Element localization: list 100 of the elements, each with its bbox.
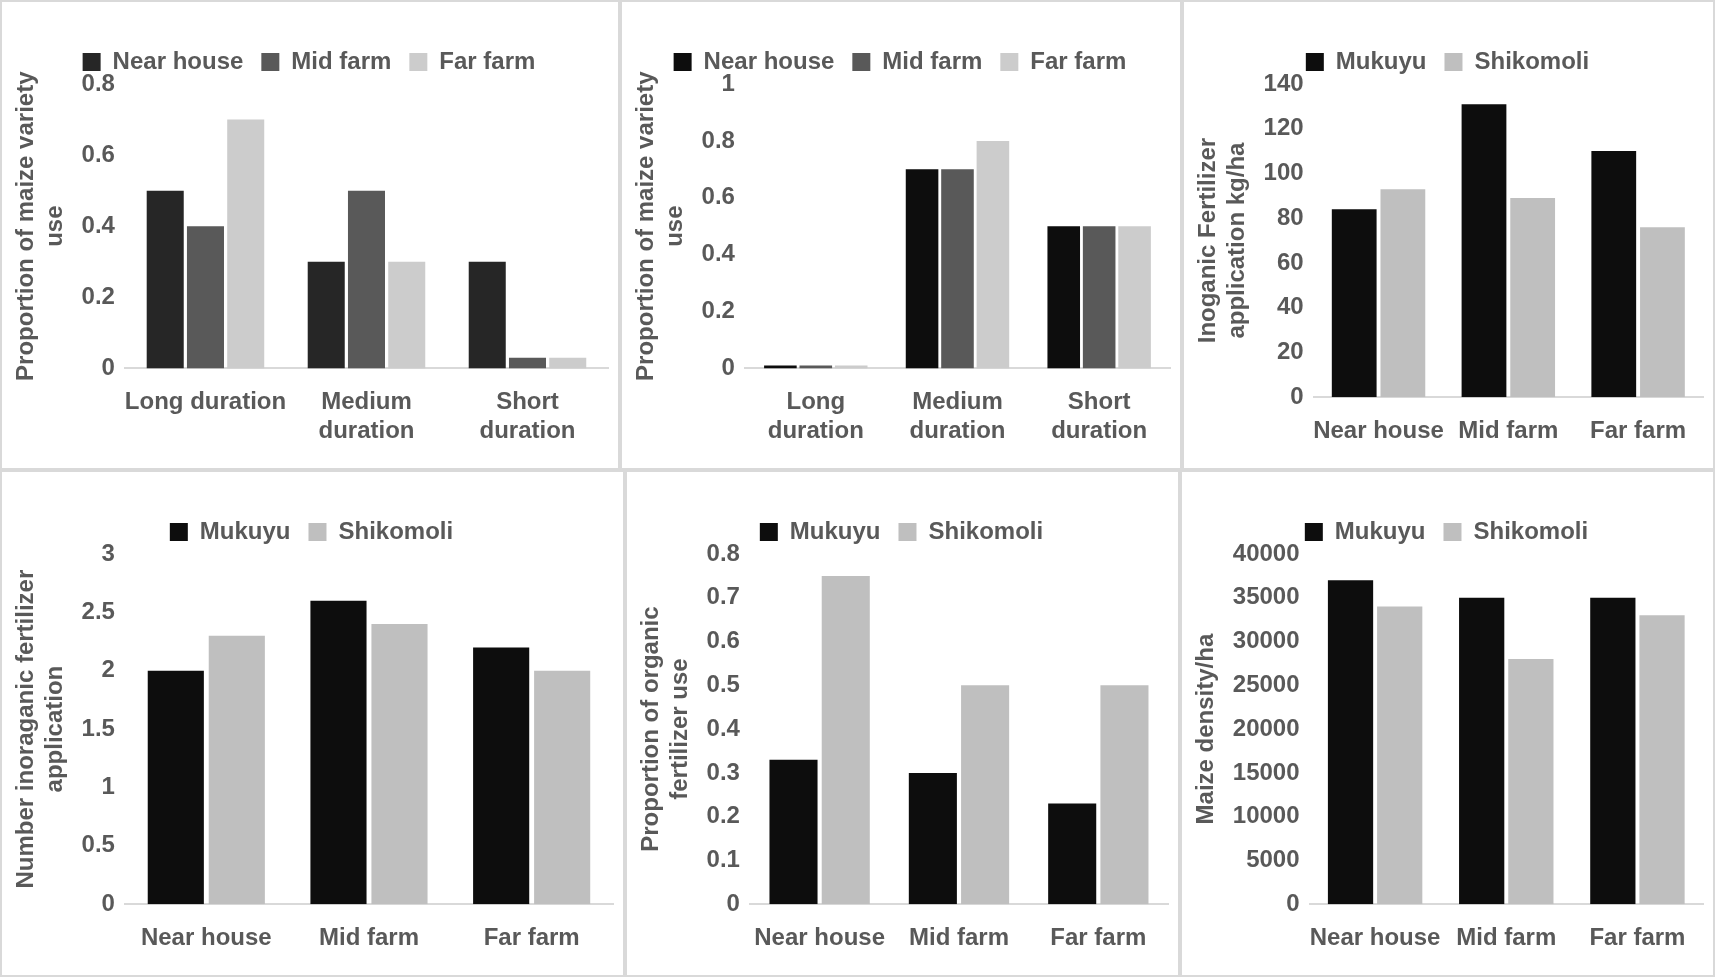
x-tick-label: Near house xyxy=(1313,416,1444,444)
bar xyxy=(310,600,367,905)
x-tick-label: Far farm xyxy=(1590,416,1687,444)
y-axis-title: Number inoraganic fertilizer application xyxy=(11,569,67,889)
y-tick-label: 1 xyxy=(101,772,115,800)
y-tick-label: 0 xyxy=(1286,888,1300,916)
bar xyxy=(1118,226,1151,369)
x-tick-label: Long duration xyxy=(124,387,287,415)
bar xyxy=(1380,189,1426,398)
bar xyxy=(1048,803,1097,905)
legend-label: Mid farm xyxy=(291,46,392,74)
y-tick-label: 1.5 xyxy=(81,713,115,741)
bar xyxy=(388,261,426,369)
y-axis-title: Inoganic Fertilizer application kg/ha xyxy=(1193,137,1249,344)
y-tick-label: 0.6 xyxy=(706,626,740,654)
y-tick-label: 0.4 xyxy=(81,210,116,238)
legend-label: Mukuyu xyxy=(199,516,291,544)
y-tick-label: 0 xyxy=(1290,381,1304,409)
bar xyxy=(473,647,530,905)
y-axis-title: Maize density/ha xyxy=(1191,633,1219,825)
x-tick-label: Far farm xyxy=(1050,923,1147,951)
y-tick-label: 60 xyxy=(1276,247,1304,275)
bar xyxy=(534,670,591,905)
bar xyxy=(769,759,818,905)
x-tick-label: Near house xyxy=(1309,923,1441,951)
y-tick-label: 0.2 xyxy=(81,281,115,309)
x-tick-label: Medium duration xyxy=(318,387,415,444)
x-tick-label: Near house xyxy=(754,923,885,951)
bar xyxy=(1459,597,1505,905)
y-tick-label: 0.7 xyxy=(706,582,740,610)
bar xyxy=(905,169,939,369)
bar xyxy=(468,261,506,369)
y-tick-label: 100 xyxy=(1263,158,1304,186)
x-tick-label: Mid farm xyxy=(318,923,419,951)
legend-label: Far farm xyxy=(439,46,536,74)
x-tick-label: Far farm xyxy=(483,923,580,951)
bar xyxy=(227,119,265,369)
y-tick-label: 0.8 xyxy=(701,125,735,153)
bar xyxy=(1100,685,1149,905)
x-tick-label: Mid farm xyxy=(908,923,1009,951)
y-tick-label: 0.6 xyxy=(81,139,115,167)
y-tick-label: 3 xyxy=(101,538,115,566)
bar xyxy=(961,685,1010,905)
y-tick-label: 0 xyxy=(101,353,115,381)
bar xyxy=(307,261,345,369)
bar xyxy=(1591,151,1637,398)
y-tick-label: 0.4 xyxy=(706,713,741,741)
x-tick-label: Mid farm xyxy=(1458,416,1559,444)
y-tick-label: 0.8 xyxy=(81,68,115,96)
x-tick-label: Medium duration xyxy=(909,387,1006,444)
x-tick-label: Short duration xyxy=(479,387,576,444)
y-tick-label: 0.3 xyxy=(706,757,740,785)
bar xyxy=(908,772,957,905)
x-tick-label: Long duration xyxy=(767,387,864,444)
y-tick-label: 0 xyxy=(726,888,740,916)
bar xyxy=(208,635,265,905)
bar xyxy=(549,357,587,369)
y-tick-label: 30000 xyxy=(1232,626,1300,654)
bar xyxy=(821,575,870,905)
bar xyxy=(1377,606,1423,905)
y-tick-label: 5000 xyxy=(1246,845,1300,873)
y-tick-label: 0.2 xyxy=(706,801,740,829)
y-tick-label: 40 xyxy=(1276,292,1304,320)
bar xyxy=(371,624,428,905)
y-tick-label: 35000 xyxy=(1232,582,1300,610)
legend-label: Shikomoli xyxy=(1473,516,1589,544)
x-tick-label: Far farm xyxy=(1589,923,1686,951)
y-tick-label: 2 xyxy=(101,655,115,683)
legend-label: Mukuyu xyxy=(1335,46,1427,74)
y-tick-label: 20 xyxy=(1276,337,1304,365)
bar xyxy=(347,190,385,369)
y-tick-label: 40000 xyxy=(1232,538,1300,566)
bar xyxy=(1331,209,1377,398)
y-tick-label: 15000 xyxy=(1232,757,1300,785)
y-tick-label: 0.5 xyxy=(706,669,740,697)
legend-label: Shikomoli xyxy=(338,516,454,544)
legend-label: Shikomoli xyxy=(928,516,1044,544)
y-tick-label: 0.6 xyxy=(701,182,735,210)
y-tick-label: 10000 xyxy=(1232,801,1300,829)
y-tick-label: 120 xyxy=(1263,113,1304,141)
y-tick-label: 140 xyxy=(1263,68,1304,96)
legend-label: Mukuyu xyxy=(789,516,881,544)
bar xyxy=(186,226,224,369)
y-tick-label: 0.8 xyxy=(706,538,740,566)
legend-label: Mukuyu xyxy=(1334,516,1426,544)
bar xyxy=(1640,227,1685,398)
y-tick-label: 20000 xyxy=(1232,713,1300,741)
bar xyxy=(147,670,204,905)
bar xyxy=(508,357,547,369)
y-tick-label: 80 xyxy=(1276,202,1304,230)
y-tick-label: 2.5 xyxy=(81,596,115,624)
y-tick-label: 25000 xyxy=(1232,669,1300,697)
x-tick-label: Short duration xyxy=(1051,387,1148,444)
bar xyxy=(1327,580,1374,905)
bar xyxy=(1590,597,1636,905)
y-axis-title: Proportion of maize variety use xyxy=(631,70,687,381)
bar xyxy=(941,169,974,369)
bar xyxy=(146,190,184,369)
y-axis-title: Proportion of organic fertilizer use xyxy=(636,606,692,852)
bar xyxy=(1510,198,1556,398)
